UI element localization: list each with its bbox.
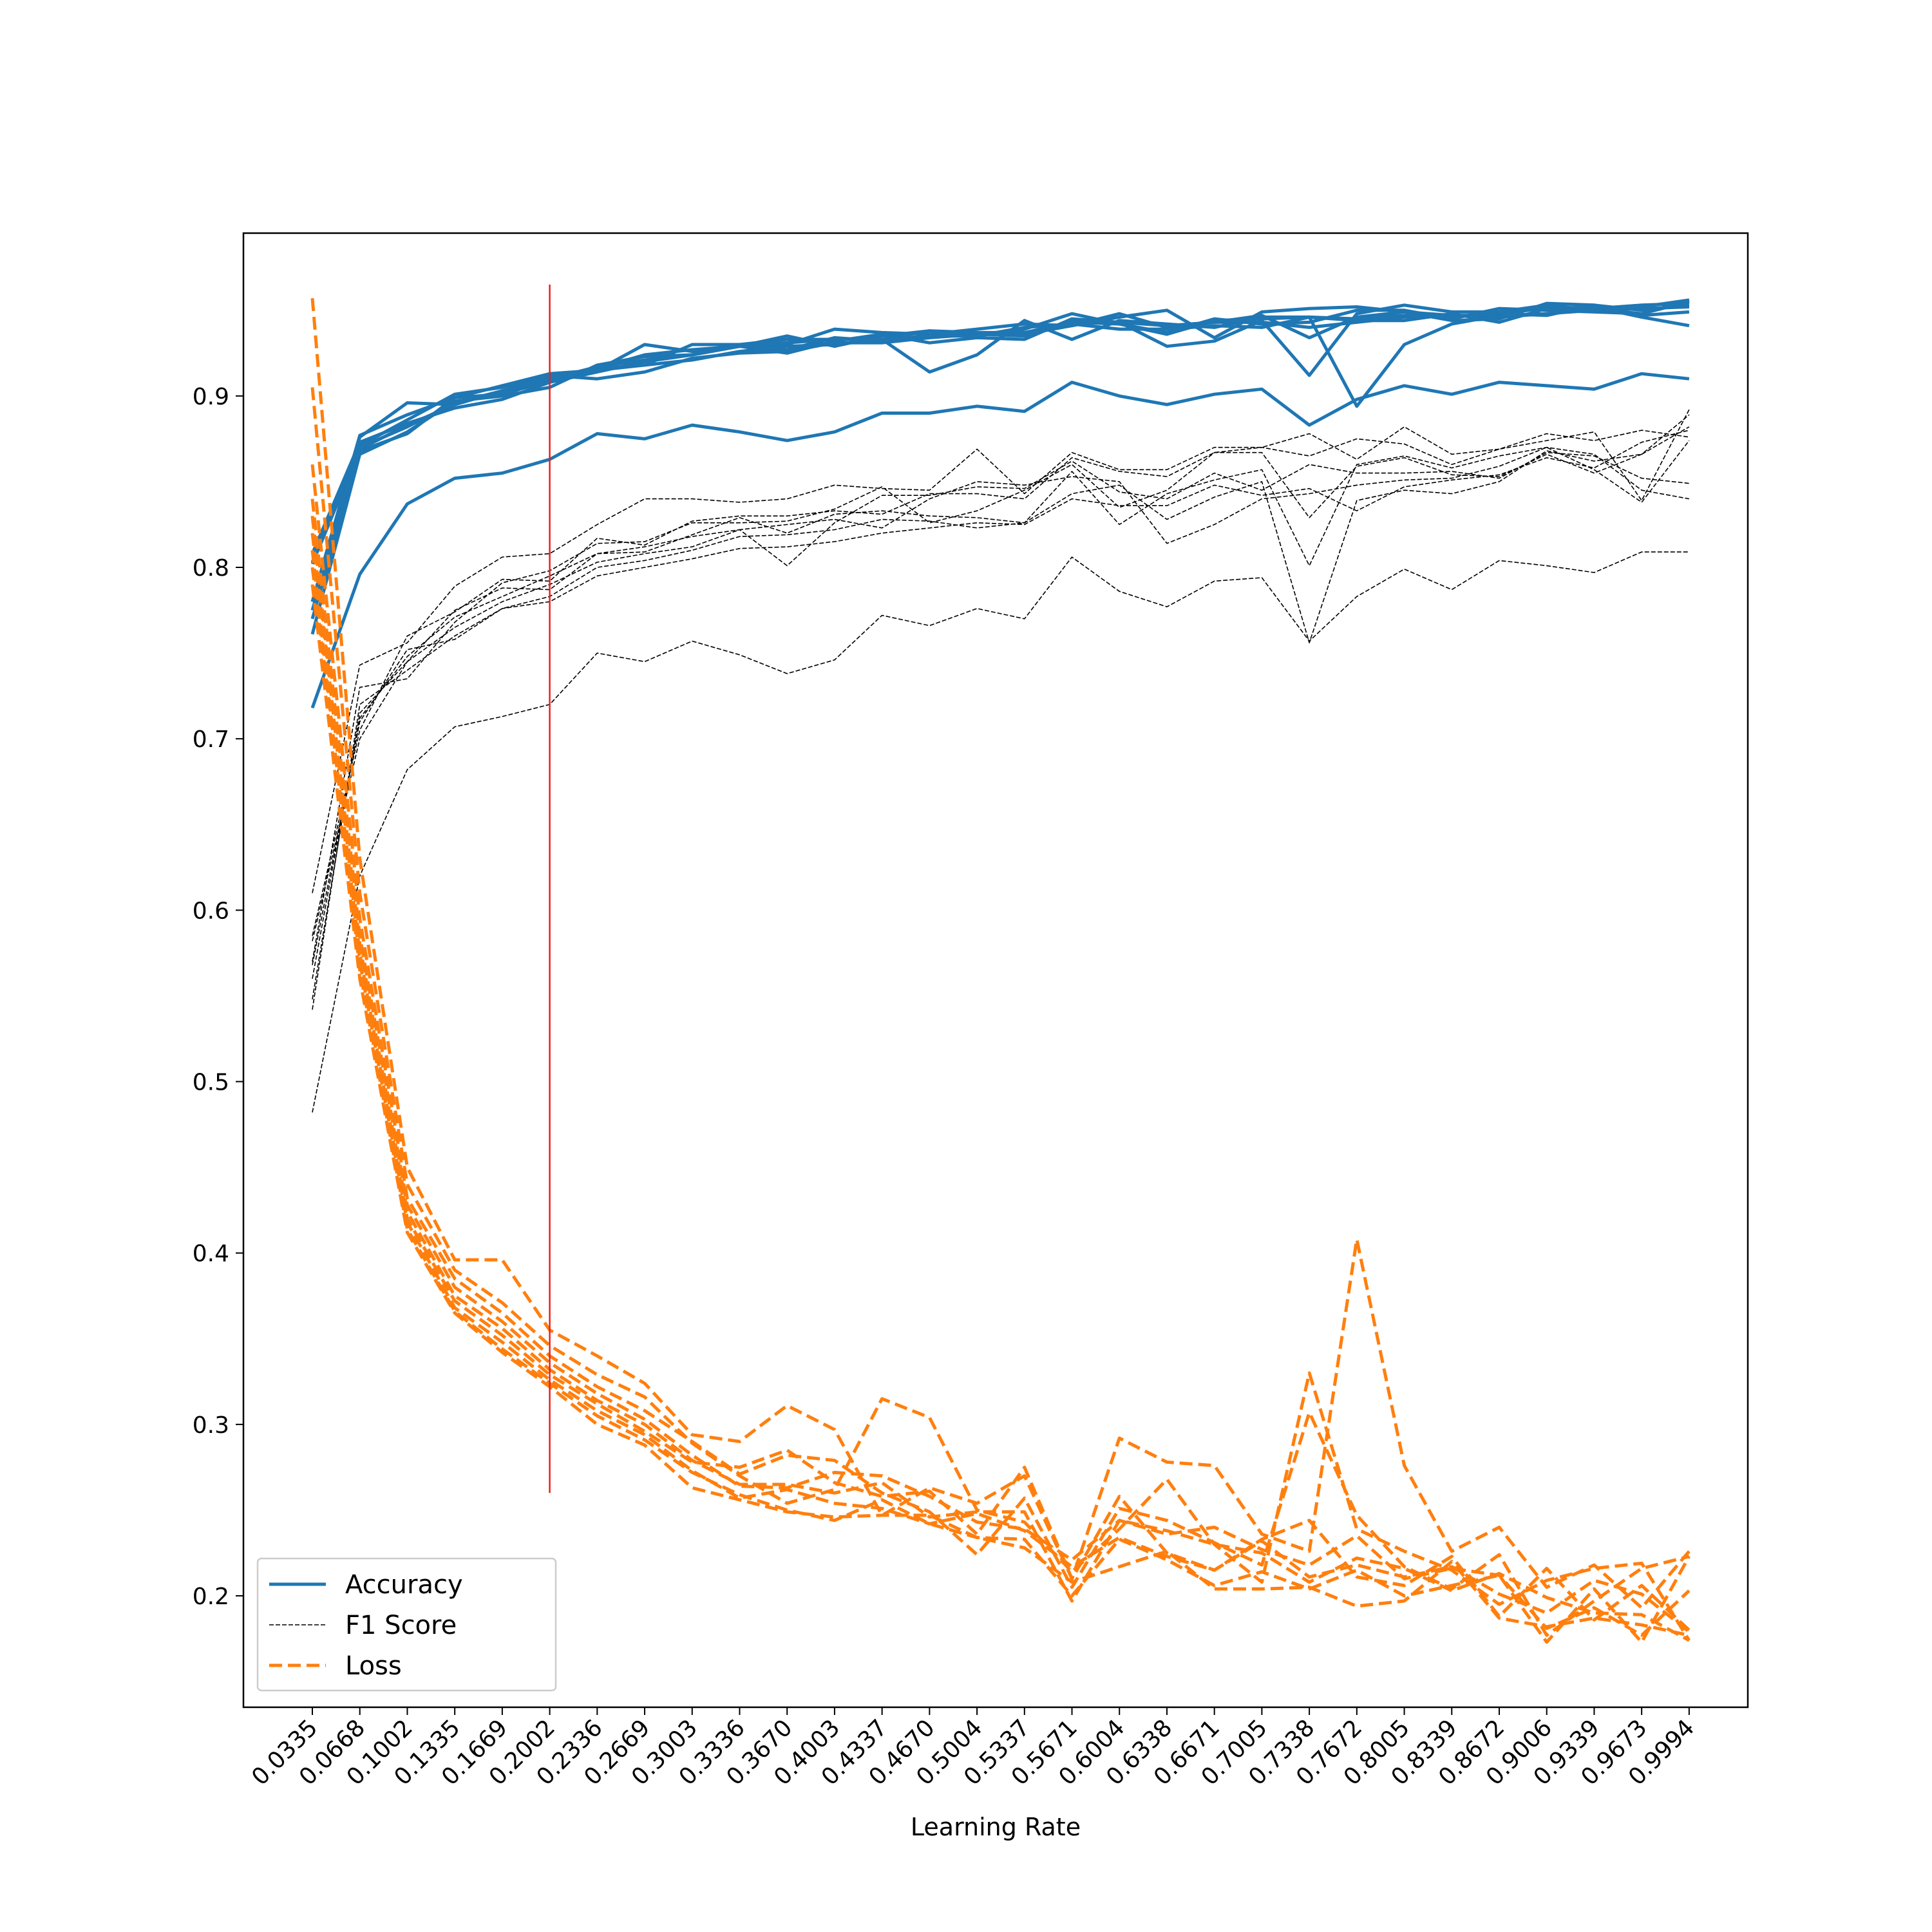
y-tick-label: 0.6 bbox=[193, 898, 229, 924]
accuracy-series-line-7 bbox=[310, 298, 1690, 563]
y-tick-label: 0.2 bbox=[193, 1584, 229, 1610]
f1-score-series-line-7 bbox=[312, 426, 1690, 1010]
loss-series-line-6 bbox=[310, 567, 1690, 1632]
accuracy-series-line-9 bbox=[310, 372, 1690, 709]
x-axis-title: Learning Rate bbox=[911, 1813, 1081, 1841]
f1-score-series-line-9 bbox=[312, 551, 1689, 1113]
legend-box bbox=[256, 1557, 557, 1692]
f1-score-series-line-1 bbox=[312, 426, 1690, 893]
loss-series-line-3 bbox=[310, 464, 1690, 1637]
legend: Accuracy F1 Score Loss bbox=[256, 1557, 557, 1692]
loss-series-line-8 bbox=[310, 550, 1691, 1644]
loss-series-line-2 bbox=[310, 387, 1691, 1642]
y-tick-label: 0.7 bbox=[193, 726, 229, 753]
y-axis: 0.2 0.3 0.4 0.5 0.6 0.7 0.8 0.9 bbox=[193, 384, 243, 1610]
y-tick-label: 0.3 bbox=[193, 1412, 229, 1439]
f1-score-series-line-4 bbox=[312, 451, 1689, 942]
f1-score-series-line-3 bbox=[312, 414, 1690, 962]
loss-series-line-5 bbox=[310, 533, 1690, 1642]
y-tick-label: 0.5 bbox=[193, 1070, 229, 1096]
legend-label-accuracy: Accuracy bbox=[345, 1570, 463, 1600]
plot-area bbox=[310, 284, 1691, 1644]
loss-series-line-1 bbox=[310, 298, 1690, 1610]
f1-score-series-line-6 bbox=[312, 440, 1690, 999]
f1-score-series-line-2 bbox=[312, 409, 1690, 936]
accuracy-series-line-8 bbox=[310, 305, 1690, 603]
f1-score-series-line-5 bbox=[312, 446, 1690, 979]
loss-series-line-9 bbox=[310, 584, 1690, 1637]
legend-label-loss: Loss bbox=[345, 1651, 402, 1681]
axes-frame bbox=[242, 232, 1749, 1709]
y-tick-label: 0.9 bbox=[193, 384, 229, 410]
y-tick-label: 0.8 bbox=[193, 555, 229, 582]
legend-label-f1-score: F1 Score bbox=[345, 1611, 457, 1640]
y-tick-label: 0.4 bbox=[193, 1241, 229, 1267]
f1-score-series-line-8 bbox=[312, 430, 1690, 965]
